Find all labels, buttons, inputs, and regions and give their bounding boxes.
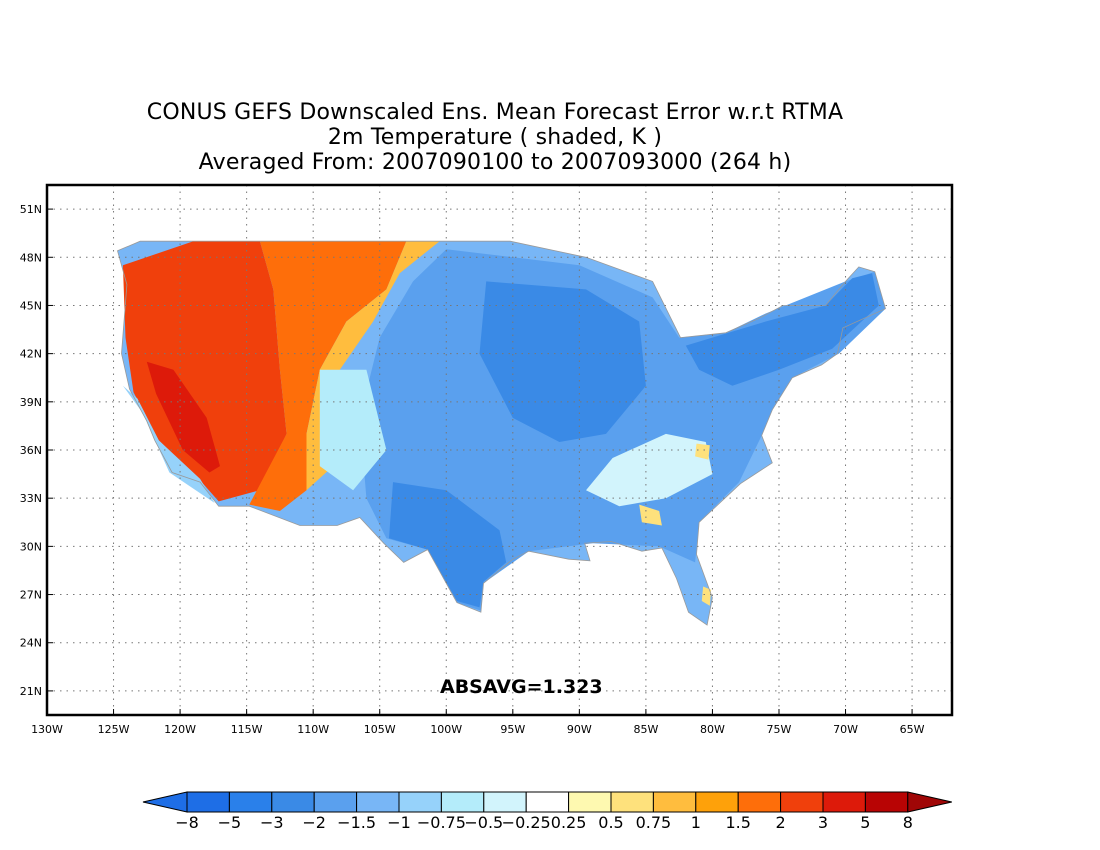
colorbar-label: 1.5 bbox=[725, 813, 750, 832]
colorbar-label: −2 bbox=[302, 813, 326, 832]
colorbar-segment bbox=[525, 791, 570, 813]
colorbar: −8 −5 −3 −2 −1.5 −1 −0.75−0.5−0.25 0.25 0.5 0.75 1… bbox=[142, 791, 952, 832]
colorbar-label: 5 bbox=[860, 813, 870, 832]
lon-tick-label: 125W bbox=[98, 723, 130, 736]
colorbar-segment bbox=[440, 791, 485, 813]
lon-tick-label: 130W bbox=[31, 723, 63, 736]
colorbar-segment bbox=[483, 791, 527, 813]
lon-tick-label: 80W bbox=[700, 723, 725, 736]
error-region-3 bbox=[146, 361, 220, 473]
lon-tick-label: 110W bbox=[297, 723, 329, 736]
colorbar-label: −3 bbox=[260, 813, 284, 832]
lon-tick-label: 70W bbox=[833, 723, 858, 736]
map-plot-area bbox=[117, 240, 886, 626]
error-region-9 bbox=[319, 369, 387, 491]
lat-tick-label: 30N bbox=[20, 540, 42, 553]
title-line-1: CONUS GEFS Downscaled Ens. Mean Forecast… bbox=[146, 100, 844, 125]
lat-tick-label: 27N bbox=[20, 589, 42, 602]
colorbar-label: −1.5 bbox=[337, 813, 376, 832]
colorbar-label: 0.5 bbox=[598, 813, 623, 832]
colorbar-segment bbox=[822, 791, 866, 813]
lon-tick-label: 85W bbox=[633, 723, 658, 736]
colorbar-label: −1 bbox=[387, 813, 411, 832]
lon-tick-label: 115W bbox=[231, 723, 263, 736]
lat-tick-label: 21N bbox=[20, 685, 42, 698]
coastline bbox=[117, 240, 886, 626]
colorbar-label: 0.75 bbox=[636, 813, 672, 832]
colorbar-segment bbox=[568, 791, 612, 813]
colorbar-segment bbox=[737, 791, 782, 813]
colorbar-label: −8 bbox=[175, 813, 199, 832]
lat-tick-label: 51N bbox=[20, 203, 42, 216]
error-region-1 bbox=[249, 241, 407, 511]
error-region-7 bbox=[389, 482, 507, 608]
error-region-0 bbox=[122, 241, 287, 502]
colorbar-segment bbox=[864, 791, 909, 813]
lat-tick-label: 36N bbox=[20, 444, 42, 457]
map-axes: 130W 125W 120W 115W 110W 105W 100W 95W 90W 85W 80W… bbox=[20, 203, 925, 736]
lat-tick-label: 48N bbox=[20, 251, 42, 264]
lat-tick-label: 45N bbox=[20, 299, 42, 312]
lon-tick-label: 100W bbox=[430, 723, 462, 736]
colorbar-segment bbox=[610, 791, 654, 813]
colorbar-segment bbox=[271, 791, 315, 813]
error-region-6 bbox=[685, 273, 879, 386]
colorbar-label: −0.75 bbox=[417, 813, 466, 832]
lat-tick-label: 33N bbox=[20, 492, 42, 505]
colorbar-segment bbox=[695, 791, 739, 813]
colorbar-label: −0.5 bbox=[464, 813, 503, 832]
colorbar-label: 3 bbox=[818, 813, 828, 832]
colorbar-segment bbox=[356, 791, 400, 813]
colorbar-label: 0.25 bbox=[551, 813, 587, 832]
error-region-8 bbox=[586, 433, 713, 507]
colorbar-label: −5 bbox=[218, 813, 242, 832]
lon-tick-label: 105W bbox=[364, 723, 396, 736]
colorbar-segment bbox=[228, 791, 273, 813]
error-region-11 bbox=[639, 504, 662, 526]
colorbar-high-arrow bbox=[907, 791, 952, 813]
colorbar-label: 2 bbox=[776, 813, 786, 832]
colorbar-segment bbox=[186, 791, 230, 813]
colorbar-low-arrow bbox=[142, 791, 188, 813]
lat-tick-label: 42N bbox=[20, 348, 42, 361]
error-region-12 bbox=[695, 443, 710, 460]
lon-tick-label: 90W bbox=[567, 723, 592, 736]
error-region-13 bbox=[701, 586, 712, 606]
title-line-3: Averaged From: 2007090100 to 2007093000 … bbox=[198, 150, 792, 175]
colorbar-label: −0.25 bbox=[502, 813, 551, 832]
colorbar-label: 8 bbox=[903, 813, 913, 832]
colorbar-label: 1 bbox=[691, 813, 701, 832]
colorbar-segment bbox=[652, 791, 697, 813]
lon-tick-label: 120W bbox=[164, 723, 196, 736]
colorbar-segment bbox=[313, 791, 358, 813]
error-region-10 bbox=[122, 385, 215, 503]
lat-tick-label: 39N bbox=[20, 396, 42, 409]
graticule bbox=[47, 185, 952, 715]
colorbar-segment bbox=[398, 791, 442, 813]
title-line-2: 2m Temperature ( shaded, K ) bbox=[327, 125, 663, 150]
error-region-5 bbox=[479, 281, 646, 442]
colorbar-segment bbox=[780, 791, 824, 813]
lat-tick-label: 24N bbox=[20, 637, 42, 650]
lon-tick-label: 65W bbox=[900, 723, 925, 736]
absavg-label: ABSAVG=1.323 bbox=[440, 676, 603, 698]
lon-tick-label: 95W bbox=[500, 723, 525, 736]
map-title: CONUS GEFS Downscaled Ens. Mean Forecast… bbox=[0, 100, 990, 175]
lon-tick-label: 75W bbox=[767, 723, 792, 736]
